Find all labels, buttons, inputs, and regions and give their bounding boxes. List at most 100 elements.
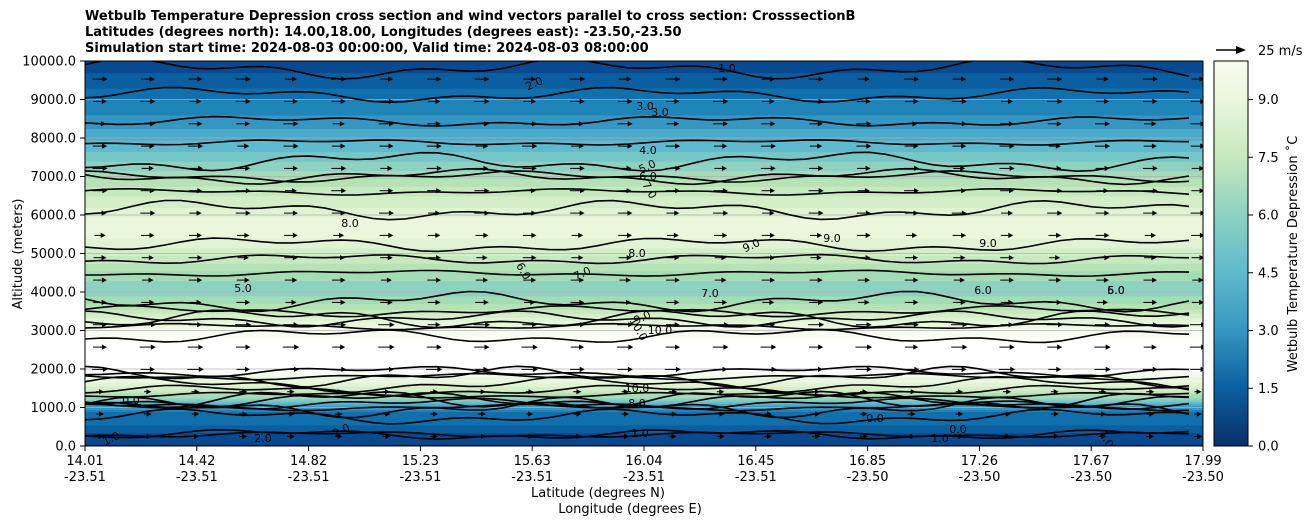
wind-vector-head bbox=[341, 165, 347, 171]
wind-vector-head bbox=[722, 299, 728, 305]
wind-vector bbox=[904, 188, 919, 194]
wind-vector-head bbox=[432, 433, 438, 439]
contour-band bbox=[85, 126, 1203, 129]
wind-vector-head bbox=[865, 232, 871, 238]
wind-vector-head bbox=[912, 121, 918, 127]
wind-vector bbox=[809, 165, 824, 171]
wind-vector-head bbox=[722, 232, 728, 238]
wind-vector bbox=[284, 277, 298, 283]
contour-band bbox=[85, 224, 1203, 228]
wind-vector-head bbox=[913, 277, 919, 283]
wind-vector-head bbox=[961, 143, 967, 149]
wind-vector-head bbox=[531, 255, 537, 261]
wind-vector bbox=[621, 433, 630, 439]
wind-vector bbox=[331, 299, 346, 305]
wind-vector bbox=[474, 76, 490, 82]
x-tick-label-lat: 16.85 bbox=[849, 454, 886, 469]
wind-vector bbox=[284, 98, 298, 104]
wind-vector-head bbox=[292, 76, 297, 82]
contour-band bbox=[85, 299, 1203, 303]
title-line-3: Simulation start time: 2024-08-03 00:00:… bbox=[85, 41, 649, 56]
wind-vector bbox=[235, 210, 251, 216]
contour-band bbox=[85, 338, 1203, 341]
wind-vector bbox=[905, 255, 918, 261]
wind-vector-head bbox=[194, 389, 200, 395]
wind-vector-head bbox=[197, 277, 203, 283]
wind-vector bbox=[282, 344, 300, 350]
wind-vector-head bbox=[292, 255, 298, 261]
wind-vector-head bbox=[198, 344, 204, 350]
wind-vector-head bbox=[1056, 366, 1062, 372]
contour-band bbox=[85, 176, 1203, 180]
contour-band bbox=[85, 213, 1203, 216]
wind-vector bbox=[144, 389, 152, 395]
wind-vector-head bbox=[480, 389, 486, 395]
wind-vector-head bbox=[722, 188, 728, 194]
wind-vector-head bbox=[483, 143, 489, 149]
wind-vector-head bbox=[244, 232, 250, 238]
wind-vector-head bbox=[626, 255, 632, 261]
wind-vector bbox=[380, 165, 393, 171]
wind-vector bbox=[1095, 232, 1110, 238]
wind-vector-head bbox=[961, 121, 967, 127]
wind-vector-head bbox=[819, 322, 825, 328]
wind-vector bbox=[1096, 277, 1109, 283]
wind-vector-head bbox=[244, 143, 250, 149]
wind-vector-head bbox=[531, 165, 537, 171]
wind-vector-head bbox=[435, 299, 441, 305]
contour-band bbox=[85, 64, 1203, 68]
wind-vector-head bbox=[1058, 322, 1063, 328]
wind-vector bbox=[1000, 121, 1014, 127]
wind-vector-head bbox=[242, 411, 248, 417]
wind-vector-head bbox=[1199, 232, 1203, 238]
contour-line bbox=[85, 391, 1190, 399]
wind-vector bbox=[809, 277, 823, 283]
wind-vector-head bbox=[675, 366, 681, 372]
wind-vector bbox=[93, 98, 107, 104]
wind-vector-head bbox=[673, 232, 679, 238]
wind-vector bbox=[284, 210, 298, 216]
colorbar-tick-label: 0.0 bbox=[1258, 440, 1279, 455]
wind-vector bbox=[860, 411, 868, 417]
wind-vector bbox=[713, 121, 728, 127]
wind-vector-head bbox=[1057, 210, 1063, 216]
wind-vector-head bbox=[1008, 210, 1013, 216]
wind-vector-head bbox=[293, 322, 299, 328]
contour-line bbox=[85, 199, 1190, 221]
wind-vector bbox=[617, 121, 633, 127]
wind-vector bbox=[764, 389, 773, 395]
wind-vector-head bbox=[340, 299, 346, 305]
contour-band bbox=[85, 318, 1203, 322]
contour-band bbox=[85, 390, 1203, 393]
wind-vector-head bbox=[483, 277, 489, 283]
contour-band bbox=[85, 245, 1203, 249]
wind-vector-head bbox=[340, 98, 346, 104]
wind-vector bbox=[235, 98, 251, 104]
wind-vector-head bbox=[1008, 232, 1014, 238]
wind-vector bbox=[952, 366, 967, 372]
contour-band bbox=[85, 351, 1203, 355]
wind-vector-head bbox=[436, 165, 442, 171]
wind-vector-head bbox=[862, 433, 868, 439]
wind-vector bbox=[761, 188, 775, 194]
contour-line bbox=[85, 115, 1190, 127]
contour-band bbox=[85, 186, 1203, 189]
contour-label: 3.0 bbox=[651, 106, 669, 119]
contour-line bbox=[85, 290, 1190, 313]
wind-vector bbox=[762, 299, 775, 305]
x-tick-label-lon: -23.51 bbox=[176, 470, 218, 485]
wind-vector bbox=[334, 411, 343, 417]
contour-band bbox=[85, 432, 1203, 436]
wind-vector-head bbox=[1151, 143, 1157, 149]
wind-vector bbox=[810, 232, 823, 238]
wind-vector-head bbox=[102, 366, 108, 372]
wind-vector-head bbox=[436, 188, 442, 194]
wind-vector-head bbox=[194, 411, 200, 417]
wind-vector-head bbox=[1152, 299, 1158, 305]
wind-vector-head bbox=[292, 98, 298, 104]
wind-vector bbox=[523, 210, 537, 216]
wind-vector bbox=[667, 232, 679, 238]
contour-band bbox=[85, 112, 1203, 116]
wind-vector bbox=[716, 433, 725, 439]
contour-band bbox=[85, 266, 1203, 270]
